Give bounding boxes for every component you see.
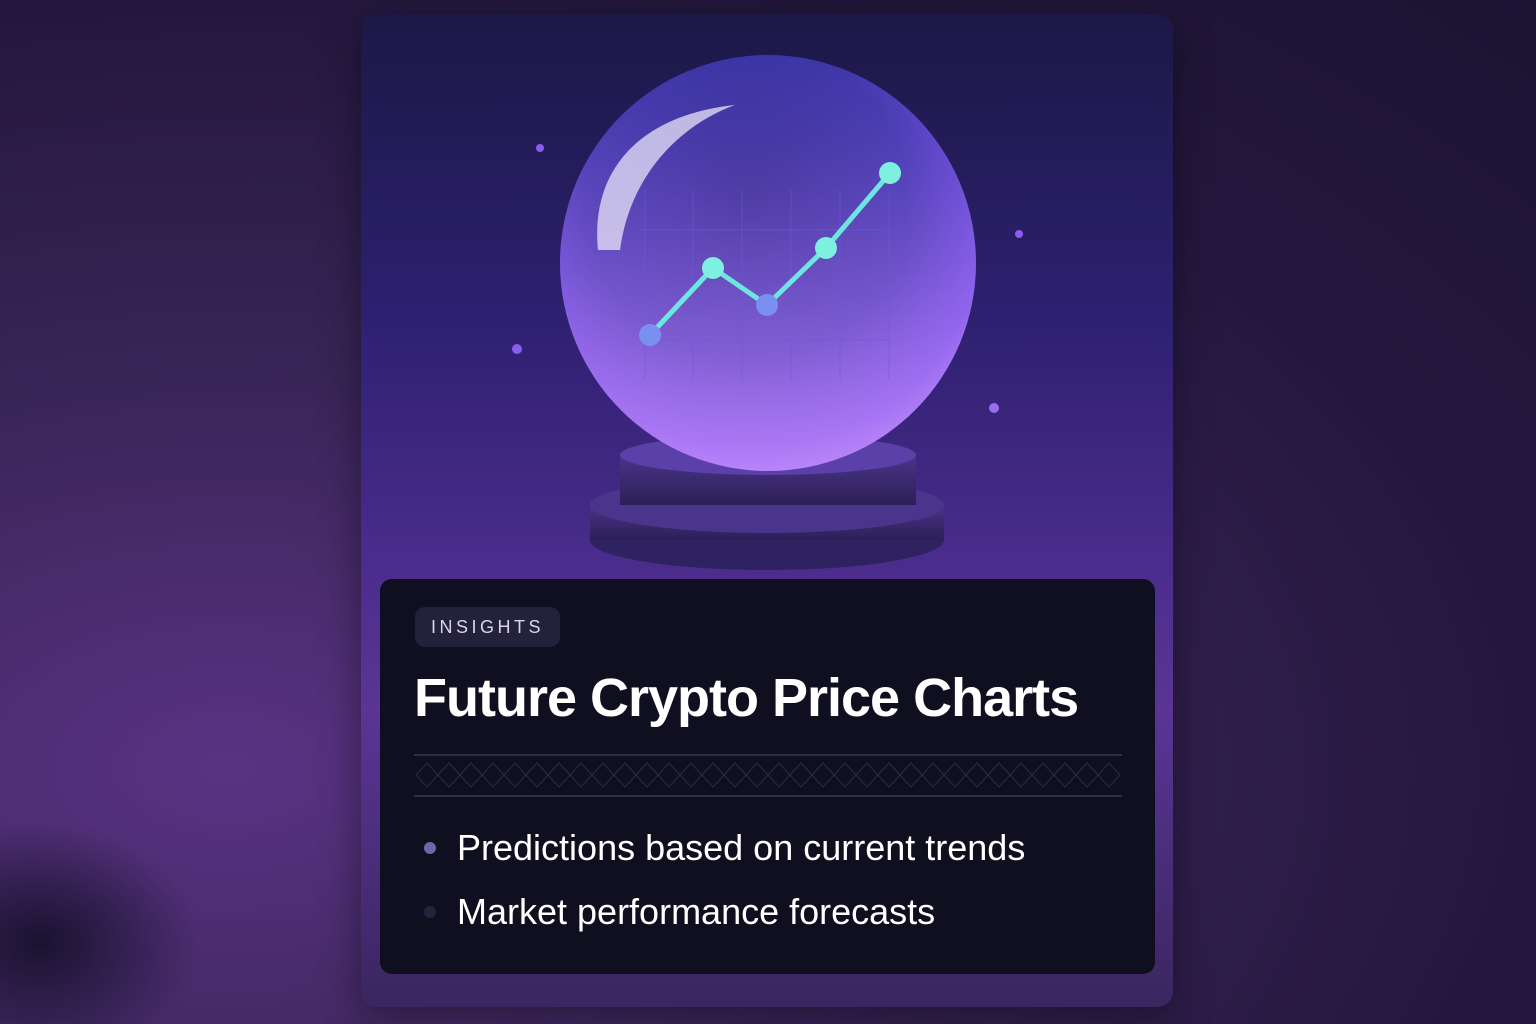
sparkles [512, 144, 1023, 413]
background-shadow [0, 820, 200, 1024]
diamond-mark [635, 762, 659, 788]
diamond-mark [657, 762, 681, 788]
diamond-mark [943, 762, 967, 788]
category-badge[interactable]: INSIGHTS [415, 607, 561, 647]
diamond-mark [987, 762, 1011, 788]
chart-point [756, 294, 778, 316]
diamond-mark [459, 762, 483, 788]
chart-point [639, 324, 661, 346]
bullet-text: Market performance forecasts [457, 891, 936, 932]
diamond-mark [1053, 762, 1077, 788]
diamond-mark [701, 762, 725, 788]
glass-highlight [597, 105, 735, 250]
diamond-mark [965, 762, 989, 788]
bullet-dot-icon [424, 842, 436, 854]
sparkle-icon [1015, 230, 1023, 238]
divider-top [414, 754, 1122, 756]
diamond-mark [569, 762, 593, 788]
chart-point [879, 162, 901, 184]
chart-point [815, 237, 837, 259]
diamond-mark [416, 762, 439, 788]
diamond-mark [437, 762, 461, 788]
diamond-mark [1031, 762, 1055, 788]
sparkle-icon [989, 403, 999, 413]
card-content-panel: INSIGHTS Future Crypto Price Charts Pred… [380, 579, 1155, 974]
crystal-ball [560, 55, 976, 471]
diamond-mark [855, 762, 879, 788]
diamond-mark [1009, 762, 1033, 788]
diamond-mark [921, 762, 945, 788]
sparkle-icon [512, 344, 522, 354]
diamond-mark [679, 762, 703, 788]
divider-bottom [414, 795, 1122, 797]
diamond-mark [503, 762, 527, 788]
diamond-mark [547, 762, 571, 788]
diamond-mark [767, 762, 791, 788]
sparkle-icon [536, 144, 544, 152]
diamond-mark [899, 762, 923, 788]
diamond-mark [789, 762, 813, 788]
diamond-mark [591, 762, 615, 788]
diamond-mark [877, 762, 901, 788]
diamond-mark [833, 762, 857, 788]
card-title[interactable]: Future Crypto Price Charts [414, 668, 1079, 728]
chart-point [702, 257, 724, 279]
bullet-dot-icon [424, 906, 436, 918]
diamond-mark [613, 762, 637, 788]
diamond-mark [745, 762, 769, 788]
diamond-mark [525, 762, 549, 788]
diamond-pattern-divider [416, 762, 1120, 788]
diamond-mark [481, 762, 505, 788]
bullet-text: Predictions based on current trends [457, 827, 1026, 868]
diamond-mark [811, 762, 835, 788]
diamond-mark [1075, 762, 1099, 788]
rising-line-chart-icon [639, 162, 901, 346]
diamond-mark [1097, 762, 1120, 788]
diamond-mark [723, 762, 747, 788]
